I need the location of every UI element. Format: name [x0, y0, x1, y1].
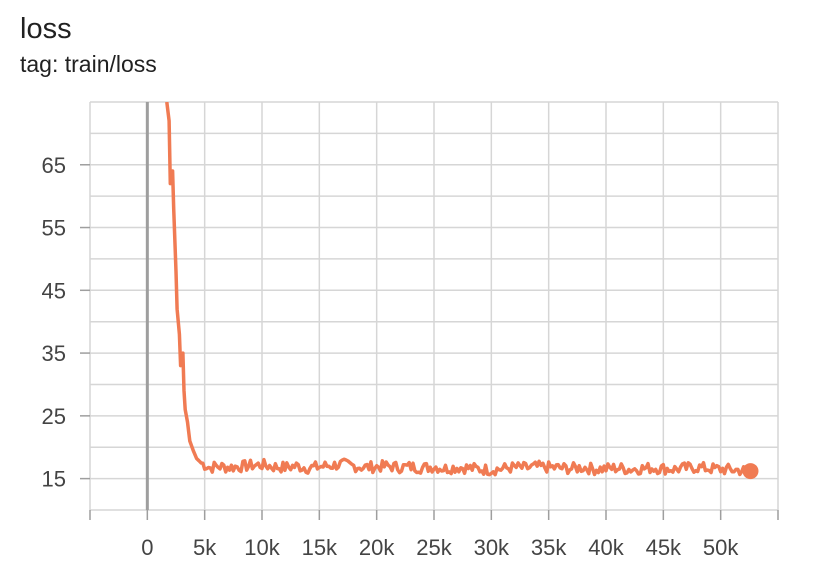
x-tick-label: 35k	[531, 535, 567, 560]
x-tick-label: 15k	[302, 535, 338, 560]
x-tick-label: 50k	[703, 535, 739, 560]
chart-title: loss	[20, 13, 72, 45]
x-tick-label: 40k	[588, 535, 624, 560]
y-tick-label: 35	[42, 341, 66, 366]
y-tick-label: 65	[42, 153, 66, 178]
x-tick-label: 45k	[646, 535, 682, 560]
axes: 15 25 35 45 55 65 0 5k 10k 15k 20k 25k 30k 35k 40k 45k 5…	[42, 102, 779, 560]
series-layer	[165, 102, 759, 480]
chart-tag-subtitle: tag: train/loss	[20, 51, 157, 77]
loss-series-line	[165, 102, 751, 477]
last-point-marker	[742, 463, 759, 480]
grid	[89, 101, 779, 511]
x-tick-label: 0	[141, 535, 153, 560]
x-tick-label: 20k	[359, 535, 395, 560]
x-tick-label: 10k	[244, 535, 280, 560]
y-tick-label: 55	[42, 216, 66, 241]
y-tick-label: 25	[42, 404, 66, 429]
y-tick-label: 45	[42, 278, 66, 303]
x-tick-label: 25k	[416, 535, 452, 560]
x-tick-label: 5k	[193, 535, 217, 560]
x-tick-label: 30k	[474, 535, 510, 560]
y-tick-label: 15	[42, 467, 66, 492]
